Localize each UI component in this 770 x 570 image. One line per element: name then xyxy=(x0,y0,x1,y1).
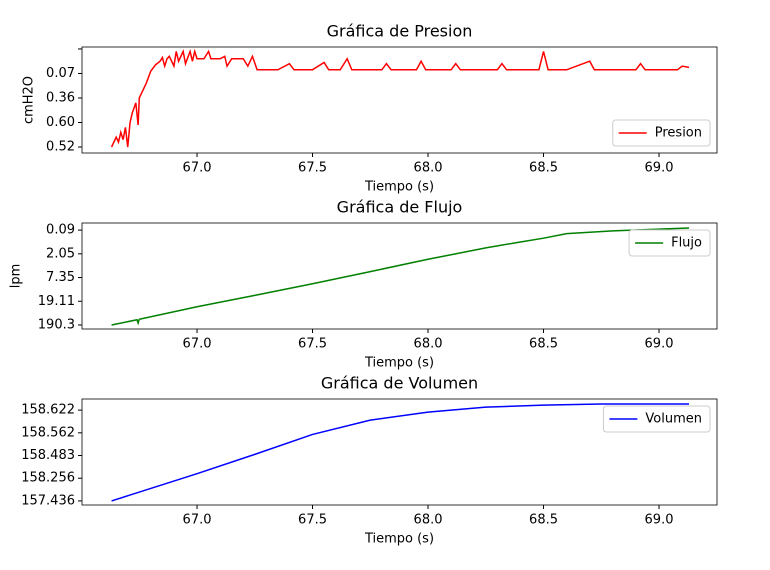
y-tick-label: 158.562 xyxy=(21,425,75,440)
x-tick-label: 67.5 xyxy=(298,337,327,352)
x-tick-label: 68.5 xyxy=(529,161,558,176)
x-tick-label: 68.0 xyxy=(414,513,443,528)
x-tick-label: 68.0 xyxy=(414,337,443,352)
axes-frame xyxy=(81,46,718,154)
y-tick-label: 0.07 xyxy=(46,66,75,81)
axes-frame xyxy=(81,398,718,506)
line xyxy=(110,48,690,148)
legend-box xyxy=(612,119,711,147)
y-axis-label: lpm xyxy=(9,264,24,289)
x-tick-label: 69.0 xyxy=(645,337,674,352)
x-tick-label: 69.0 xyxy=(645,513,674,528)
x-tick-label: 69.0 xyxy=(645,161,674,176)
y-tick-label: 158.256 xyxy=(21,471,75,486)
x-tick-label: 68.0 xyxy=(414,161,443,176)
legend-box xyxy=(602,405,711,433)
y-tick-label: 157.436 xyxy=(21,493,75,508)
legend-box xyxy=(628,229,711,257)
x-tick-label: 67.0 xyxy=(183,161,212,176)
y-tick-label: 19.11 xyxy=(38,294,75,309)
legend-label: Flujo xyxy=(671,236,702,251)
legend-label: Presion xyxy=(655,126,702,141)
x-axis-label: Tiempo (s) xyxy=(364,180,434,195)
y-tick-label: 7.35 xyxy=(46,270,75,285)
x-tick-label: 68.5 xyxy=(529,337,558,352)
legend-label: Volumen xyxy=(645,412,702,427)
chart-title: Gráfica de Presion xyxy=(327,22,473,41)
y-axis-label: cmH2O xyxy=(22,76,37,124)
legend: Volumen xyxy=(602,405,711,433)
x-tick-label: 67.0 xyxy=(183,513,212,528)
y-tick-label: 190.3 xyxy=(38,317,75,332)
legend: Presion xyxy=(612,119,711,147)
x-axis-label: Tiempo (s) xyxy=(364,356,434,371)
chart-title: Gráfica de Flujo xyxy=(337,198,463,217)
y-tick-label: 158.483 xyxy=(21,448,75,463)
x-tick-label: 68.5 xyxy=(529,513,558,528)
chart-title: Gráfica de Volumen xyxy=(321,374,478,393)
axes-frame xyxy=(81,222,718,330)
x-axis-label: Tiempo (s) xyxy=(364,532,434,547)
x-tick-label: 67.5 xyxy=(298,513,327,528)
x-tick-label: 67.0 xyxy=(183,337,212,352)
y-tick-label: 0.09 xyxy=(46,223,75,238)
y-tick-label: 2.05 xyxy=(46,246,75,261)
legend: Flujo xyxy=(628,229,711,257)
x-tick-label: 67.5 xyxy=(298,161,327,176)
line xyxy=(111,227,690,326)
y-tick-label: 0.36 xyxy=(46,90,75,105)
y-tick-label: 0.52 xyxy=(46,139,75,154)
line xyxy=(111,403,690,502)
y-tick-label: 0.60 xyxy=(46,115,75,130)
y-tick-label: 158.622 xyxy=(21,403,75,418)
